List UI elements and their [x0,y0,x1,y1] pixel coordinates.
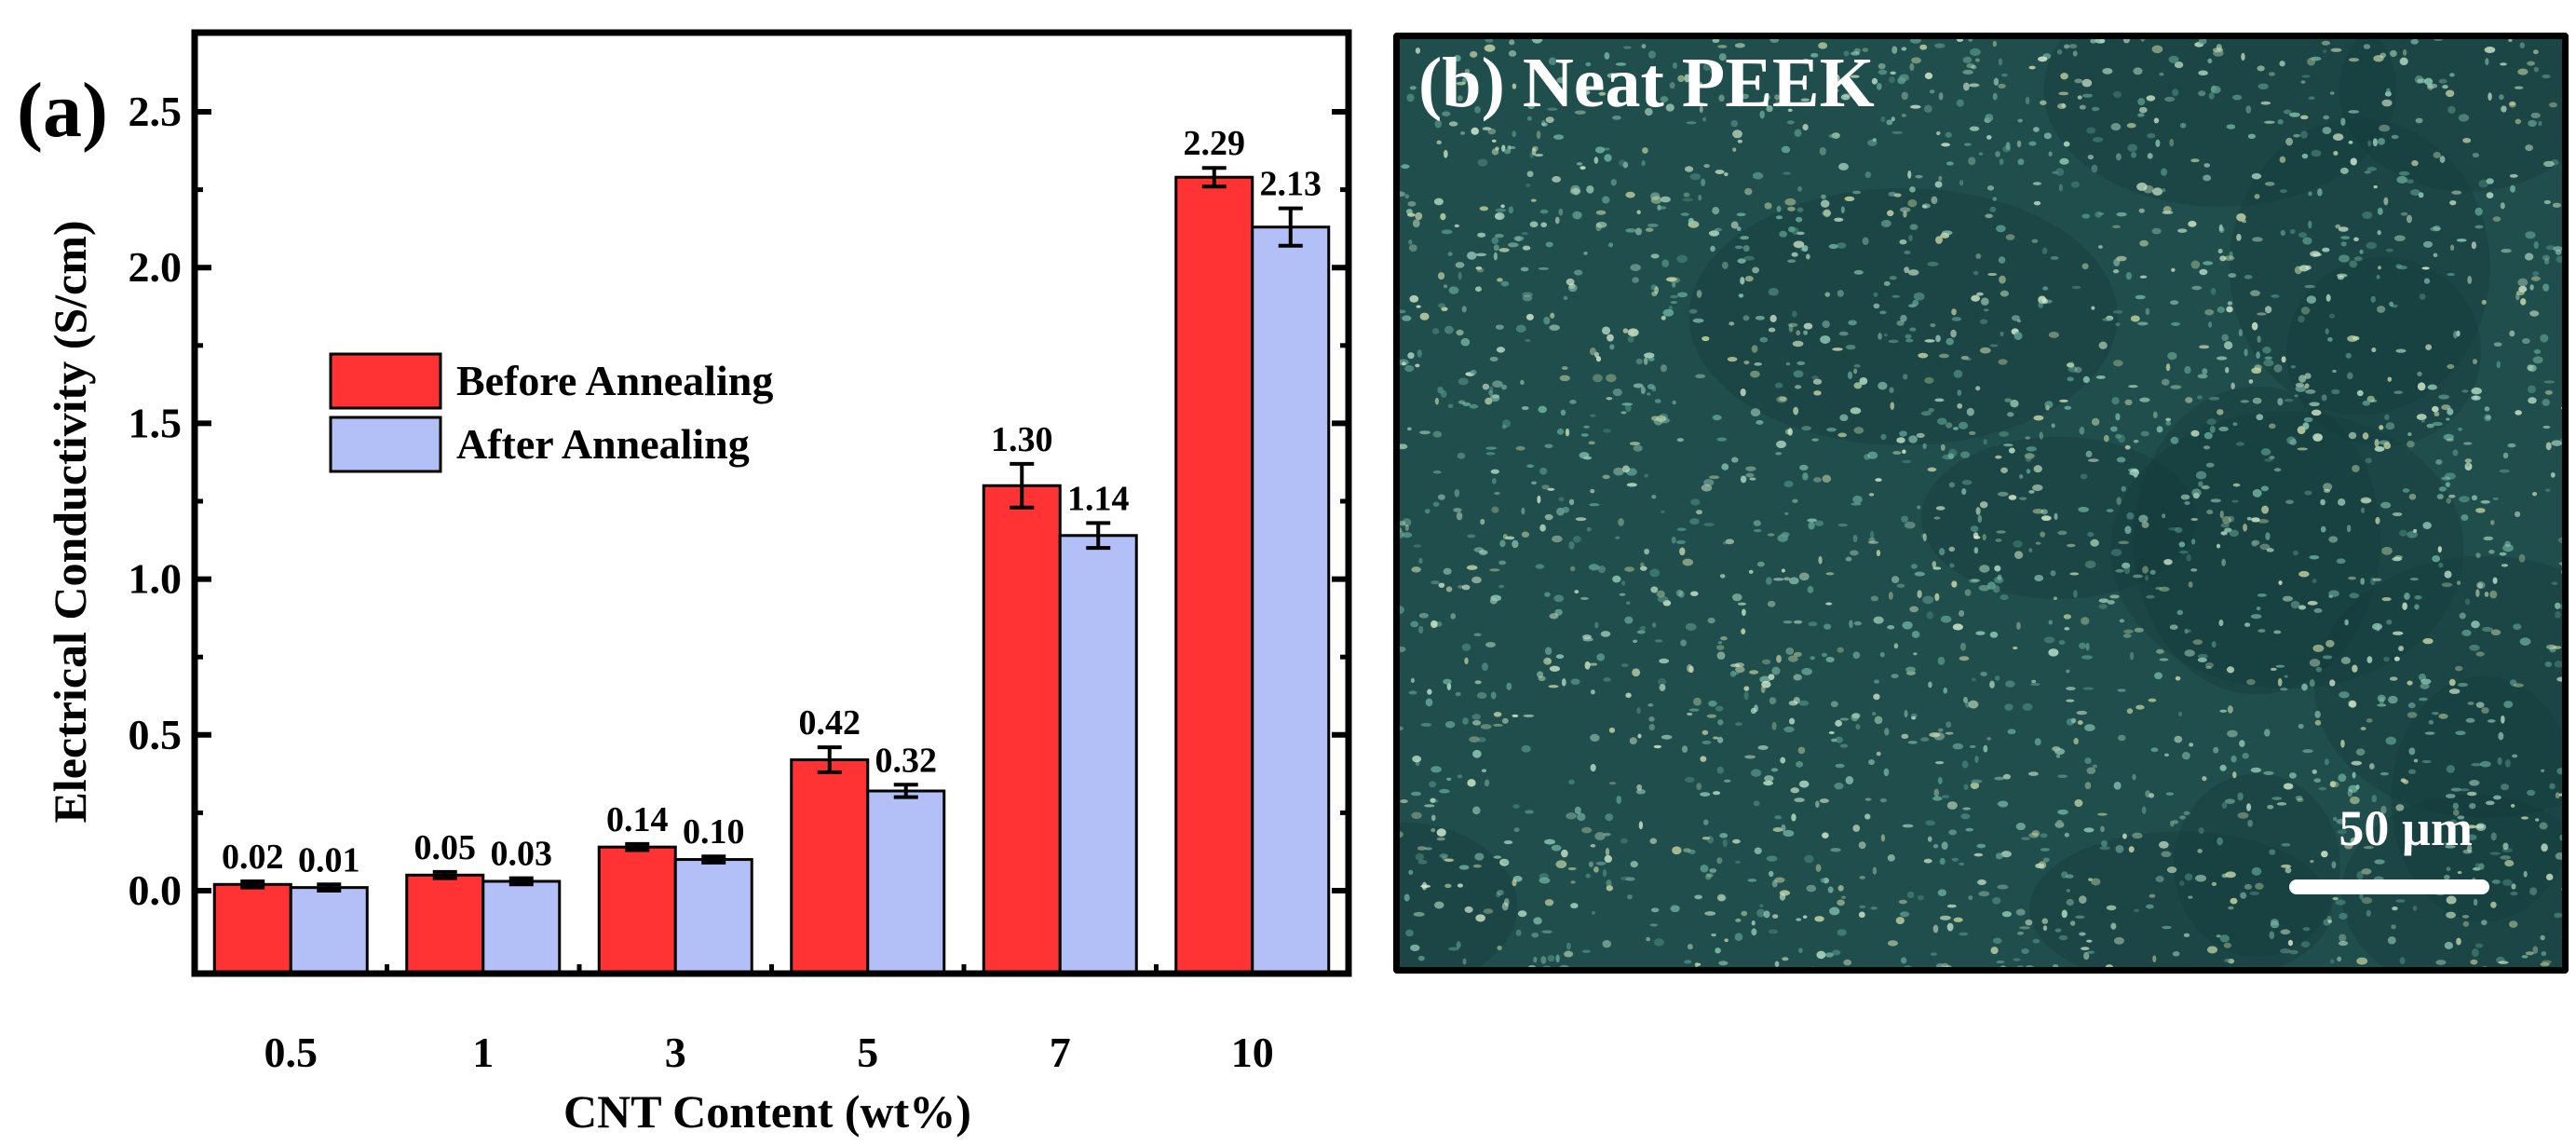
value-label: 0.02 [222,838,284,877]
value-label: 0.42 [799,703,861,743]
scale-bar-label: 50 µm [2339,800,2473,856]
value-label: 1.14 [1067,479,1130,518]
bar-after [1251,225,1331,975]
value-label: 0.03 [491,835,553,874]
bar-after [481,879,562,975]
y-tick-label: 2.5 [129,88,183,135]
legend-label: Before Annealing [456,357,773,404]
value-label: 2.13 [1260,165,1322,204]
value-label: 0.10 [683,812,745,852]
value-label: 0.05 [414,828,477,867]
scale-bar [2289,879,2489,894]
bar-after [866,789,946,975]
legend-swatch-before [329,352,442,410]
x-tick-label: 1 [472,1029,494,1076]
x-axis-label: CNT Content (wt%) [563,1085,971,1138]
bar-before [1174,175,1254,975]
value-label: 0.32 [875,741,938,780]
bar-before [982,484,1062,975]
value-label: 1.30 [991,420,1053,459]
y-tick-label: 0.5 [129,711,183,758]
y-tick-label: 1.0 [129,555,183,603]
micrograph-title: (b) Neat PEEK [1418,44,1875,122]
y-tick-label: 0.0 [129,866,183,914]
panel-label-a: (a) [17,67,108,154]
bar-before [597,845,677,975]
legend-label: After Annealing [456,420,750,468]
x-tick-label: 10 [1231,1029,1274,1076]
bar-after [1058,534,1138,975]
legend-swatch-after [329,416,442,473]
micrograph-panel: (b) Neat PEEK 50 µm [1393,33,2569,974]
bar-before [212,882,292,975]
micrograph-image [1400,39,2562,967]
value-label: 0.01 [298,840,360,879]
y-tick-label: 1.5 [129,399,183,446]
value-label: 0.14 [606,800,669,839]
bar-after [673,858,753,975]
x-tick-label: 0.5 [264,1029,319,1076]
x-tick-label: 5 [857,1029,878,1076]
x-tick-label: 7 [1050,1029,1071,1076]
bar-before [790,758,870,975]
y-tick-label: 2.0 [129,243,183,291]
y-axis-label: Electrical Conductivity (S/cm) [44,220,96,823]
value-label: 2.29 [1184,124,1246,163]
bar-after [289,886,369,975]
bar-before [405,873,485,975]
x-tick-label: 3 [665,1029,686,1076]
